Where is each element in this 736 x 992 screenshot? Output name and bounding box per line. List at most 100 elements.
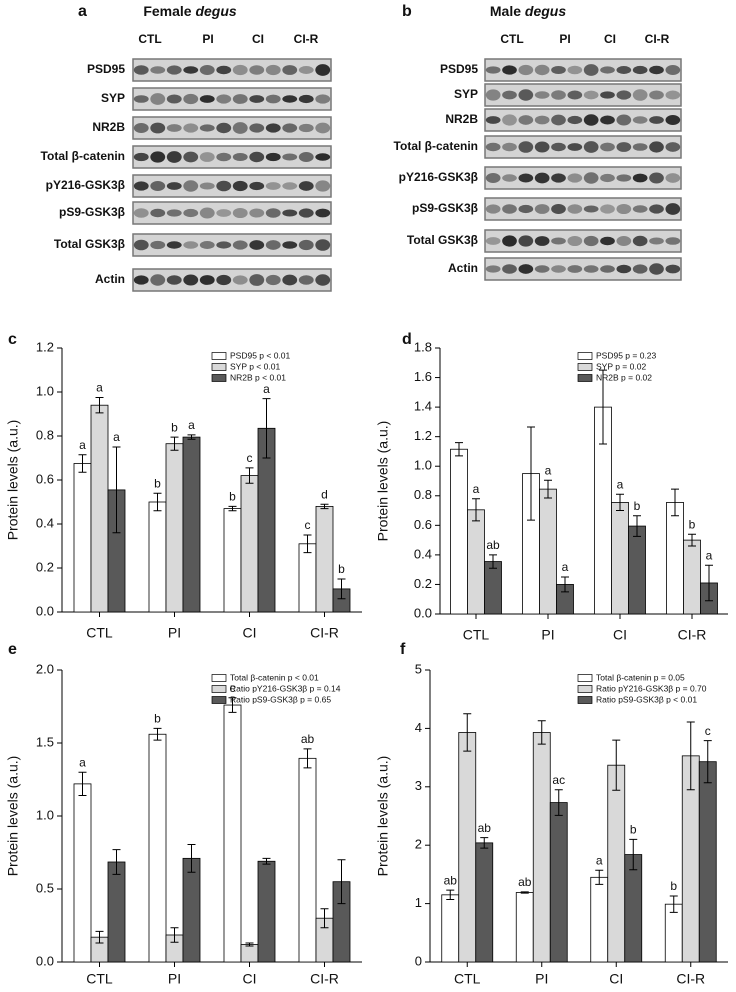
protein-label: Total GSK3β (407, 233, 478, 247)
legend-swatch (211, 696, 227, 704)
blot-band (518, 235, 534, 247)
lane-label: CTL (500, 32, 523, 46)
significance-letter: c (705, 724, 711, 738)
y-tick-label: 1.5 (36, 734, 54, 749)
blot-band (534, 172, 550, 184)
blot-band (502, 204, 517, 214)
bar (666, 502, 684, 615)
y-tick-label: 4 (415, 720, 422, 735)
bar (73, 783, 92, 963)
title-text: Female (143, 3, 191, 19)
blot-band (216, 180, 232, 192)
blot-band (232, 180, 248, 192)
error-bar (262, 857, 271, 865)
blot-strip (132, 116, 332, 140)
blot-band (485, 116, 501, 124)
blot-band (298, 152, 314, 162)
blot-band (199, 152, 215, 162)
blot-band (166, 151, 182, 163)
blot-band (567, 173, 583, 183)
error-bar (170, 436, 179, 451)
bar (590, 876, 609, 963)
significance-letter: ab (518, 875, 532, 889)
significance-letter: c (230, 681, 236, 695)
blot-strip (484, 166, 682, 190)
blot-band (600, 142, 615, 152)
y-axis-label: Protein levels (a.u.) (375, 421, 391, 542)
x-tick-label: CI (609, 971, 623, 987)
error-bar (303, 748, 312, 769)
blot-band (649, 204, 664, 214)
blot-strip (484, 135, 682, 159)
blot-band (665, 237, 681, 245)
lane-label: PI (202, 32, 213, 46)
x-tick-label: CI-R (678, 627, 707, 643)
bar (475, 842, 494, 963)
blot-title: Male degus (490, 3, 566, 19)
significance-letter: ab (444, 873, 458, 887)
x-tick-label: CTL (86, 625, 113, 641)
y-tick-label: 1 (415, 895, 422, 910)
y-axis-label: Protein levels (a.u.) (5, 420, 21, 541)
blot-band (282, 153, 298, 161)
error-bar (78, 771, 87, 797)
blot-band (315, 208, 331, 218)
significance-letter: ab (486, 538, 500, 552)
blot-band (583, 235, 599, 247)
significance-letter: b (154, 476, 161, 490)
blot-band (216, 152, 232, 162)
y-tick-label: 1.8 (414, 339, 432, 354)
blot-band (518, 115, 534, 125)
y-tick-label: 1.0 (414, 458, 432, 473)
x-tick-label: CTL (463, 627, 490, 643)
bar (73, 463, 92, 613)
legend-label: Total β-catenin p = 0.05 (596, 672, 685, 682)
error-bar (705, 564, 713, 602)
blot-band (534, 204, 550, 214)
bar (611, 502, 629, 615)
blot-band (133, 239, 149, 251)
blot-band (583, 265, 599, 273)
legend-label: Total β-catenin p < 0.01 (230, 672, 319, 682)
blot-band (150, 240, 166, 250)
blot-band (199, 241, 215, 249)
blot-band (534, 91, 550, 99)
legend-swatch (211, 685, 227, 693)
panel-letter: a (78, 3, 87, 20)
blot-band (583, 114, 599, 126)
blot-band (133, 275, 149, 285)
blot-band (534, 141, 550, 153)
error-bar (633, 515, 641, 537)
blot-band (518, 64, 534, 76)
error-bar (303, 534, 312, 554)
blot-band (632, 205, 648, 213)
blot-band (249, 240, 265, 250)
blot-band (133, 181, 149, 191)
blot-band (534, 236, 550, 246)
blot-band (551, 173, 566, 183)
x-tick-label: CTL (454, 971, 481, 987)
blot-band (551, 65, 566, 75)
y-tick-label: 1.4 (414, 399, 432, 414)
error-bar (544, 479, 552, 499)
error-bar (629, 838, 638, 871)
y-tick-label: 1.2 (36, 339, 54, 354)
y-tick-label: 2 (415, 837, 422, 852)
blot-band (567, 115, 583, 125)
y-tick-label: 0.2 (36, 559, 54, 574)
blot-band (616, 203, 632, 215)
blot-band (665, 203, 681, 215)
bar (441, 894, 460, 963)
significance-letter: a (79, 438, 86, 452)
blot-band (265, 64, 281, 76)
bar (90, 404, 109, 613)
blot-title: Female degus (143, 3, 237, 19)
lane-label: PI (559, 32, 570, 46)
error-bar (320, 908, 329, 929)
significance-letter: a (706, 548, 713, 562)
protein-label: pY216-GSK3β (46, 178, 125, 192)
significance-letter: b (154, 712, 161, 726)
error-bar (537, 720, 546, 745)
y-tick-label: 0.0 (36, 953, 54, 968)
blot-band (166, 275, 182, 285)
